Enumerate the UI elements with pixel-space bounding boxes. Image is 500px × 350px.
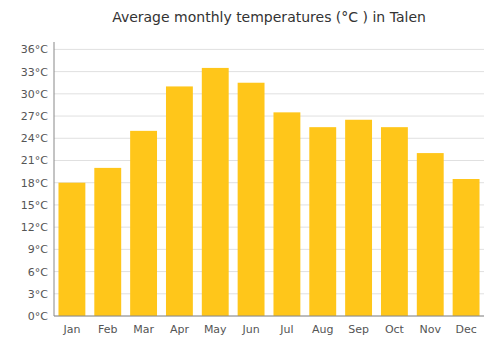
bar — [309, 127, 336, 316]
y-tick-label: 12°C — [21, 221, 48, 234]
grid-line — [54, 138, 484, 139]
bar — [238, 83, 265, 316]
grid-line — [54, 93, 484, 94]
y-tick-label: 30°C — [21, 88, 48, 101]
y-tick-label: 36°C — [21, 43, 48, 56]
y-tick-label: 0°C — [28, 310, 48, 323]
grid — [54, 49, 484, 316]
grid-line — [54, 316, 484, 317]
bar — [94, 168, 121, 316]
x-tick-label: Jul — [279, 323, 293, 336]
y-tick-label: 3°C — [28, 288, 48, 301]
chart-title: Average monthly temperatures (°C ) in Ta… — [112, 9, 426, 25]
y-axis-line — [54, 42, 55, 316]
bars — [58, 68, 479, 316]
y-tick-label: 33°C — [21, 66, 48, 79]
bar — [202, 68, 229, 316]
bar — [130, 131, 157, 316]
x-axis: Jan Feb Mar Apr May Jun Jul Aug Sep Oct Nov Dec — [62, 323, 476, 336]
grid-line — [54, 71, 484, 72]
y-axis: 0°C 3°C 6°C 9°C 12°C 15°C 18°C 21°C 24°C 27°C 30°C… — [21, 43, 48, 323]
grid-line — [54, 49, 484, 50]
bar — [166, 86, 193, 316]
x-tick-label: Mar — [133, 323, 154, 336]
bar — [381, 127, 408, 316]
grid-line — [54, 116, 484, 117]
y-tick-label: 15°C — [21, 199, 48, 212]
x-axis-line — [54, 316, 484, 317]
chart-svg: Average monthly temperatures (°C ) in Ta… — [0, 0, 500, 350]
x-tick-label: Oct — [385, 323, 405, 336]
y-tick-label: 27°C — [21, 110, 48, 123]
chart-container: Average monthly temperatures (°C ) in Ta… — [0, 0, 500, 350]
y-tick-label: 24°C — [21, 132, 48, 145]
bar — [58, 183, 85, 316]
bar — [417, 153, 444, 316]
x-tick-label: Sep — [348, 323, 369, 336]
x-tick-label: Feb — [98, 323, 117, 336]
x-tick-label: May — [204, 323, 227, 336]
x-tick-label: Nov — [420, 323, 442, 336]
x-tick-label: Jun — [241, 323, 259, 336]
bar — [273, 112, 300, 316]
y-tick-label: 6°C — [28, 266, 48, 279]
y-tick-label: 18°C — [21, 177, 48, 190]
x-tick-label: Aug — [312, 323, 333, 336]
bar — [345, 120, 372, 316]
x-tick-label: Apr — [170, 323, 190, 336]
y-tick-label: 9°C — [28, 243, 48, 256]
bar — [453, 179, 480, 316]
y-tick-label: 21°C — [21, 154, 48, 167]
x-tick-label: Jan — [62, 323, 80, 336]
x-tick-label: Dec — [455, 323, 476, 336]
